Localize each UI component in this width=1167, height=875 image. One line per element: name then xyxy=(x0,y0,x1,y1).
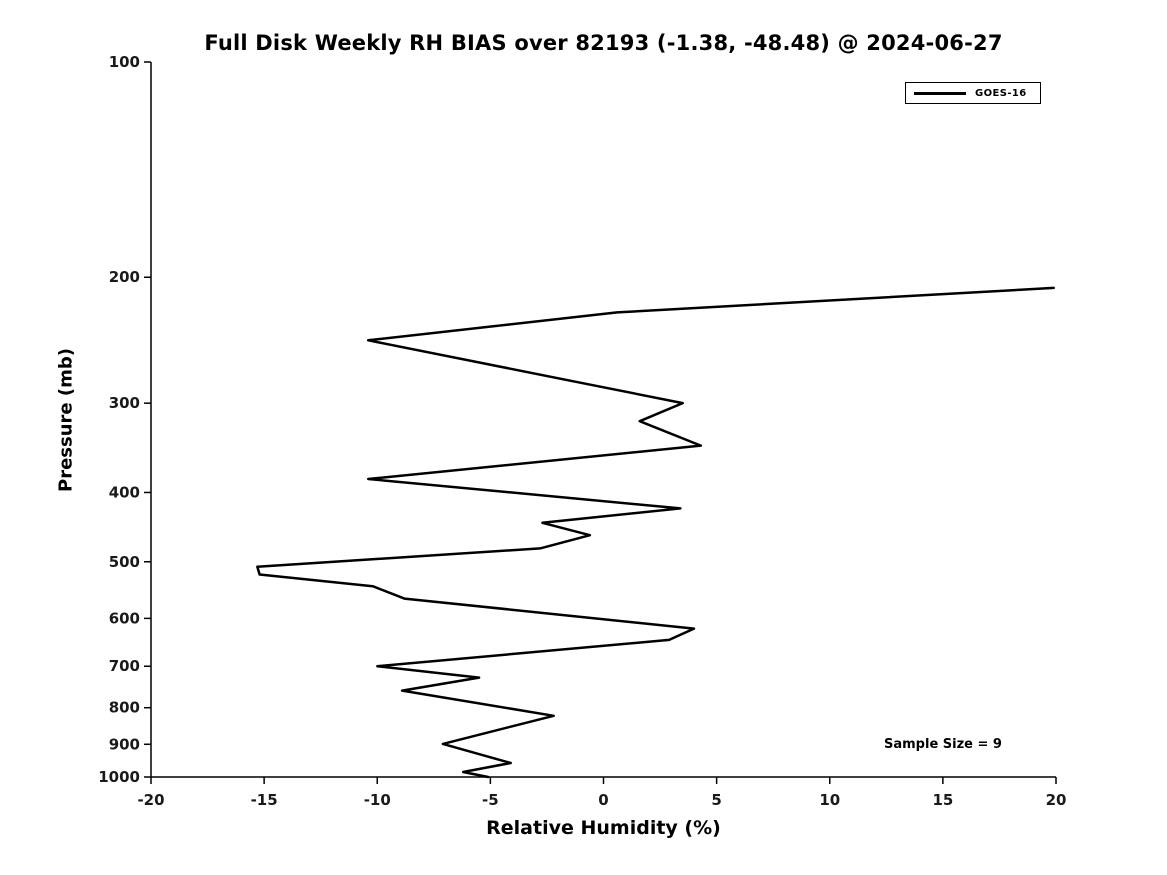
x-tick-label: 5 xyxy=(711,791,721,809)
y-tick-label: 500 xyxy=(109,553,140,571)
x-tick-label: 0 xyxy=(598,791,608,809)
legend-line-sample-icon xyxy=(914,91,966,95)
y-tick-label: 300 xyxy=(109,394,140,412)
x-tick-label: 20 xyxy=(1046,791,1067,809)
y-tick-label: 600 xyxy=(109,609,140,627)
y-tick-label: 200 xyxy=(109,268,140,286)
series-line-goes-16 xyxy=(256,286,1055,779)
y-tick-label: 400 xyxy=(109,483,140,501)
x-axis-label: Relative Humidity (%) xyxy=(486,817,721,839)
y-tick-label: 700 xyxy=(109,657,140,675)
x-tick-label: -15 xyxy=(251,791,278,809)
sample-size-annotation: Sample Size = 9 xyxy=(884,737,1002,752)
x-tick-label: -20 xyxy=(137,791,164,809)
x-tick-label: 10 xyxy=(819,791,840,809)
x-tick-label: 15 xyxy=(932,791,953,809)
legend-series-label: GOES-16 xyxy=(975,87,1027,99)
x-tick-label: -10 xyxy=(364,791,391,809)
y-tick-label: 100 xyxy=(109,53,140,71)
y-tick-label: 800 xyxy=(109,699,140,717)
y-tick-label: 1000 xyxy=(98,768,140,786)
chart-title: Full Disk Weekly RH BIAS over 82193 (-1.… xyxy=(204,31,1003,55)
x-tick-label: -5 xyxy=(482,791,499,809)
legend: GOES-16 xyxy=(905,82,1041,104)
y-tick-label: 900 xyxy=(109,735,140,753)
